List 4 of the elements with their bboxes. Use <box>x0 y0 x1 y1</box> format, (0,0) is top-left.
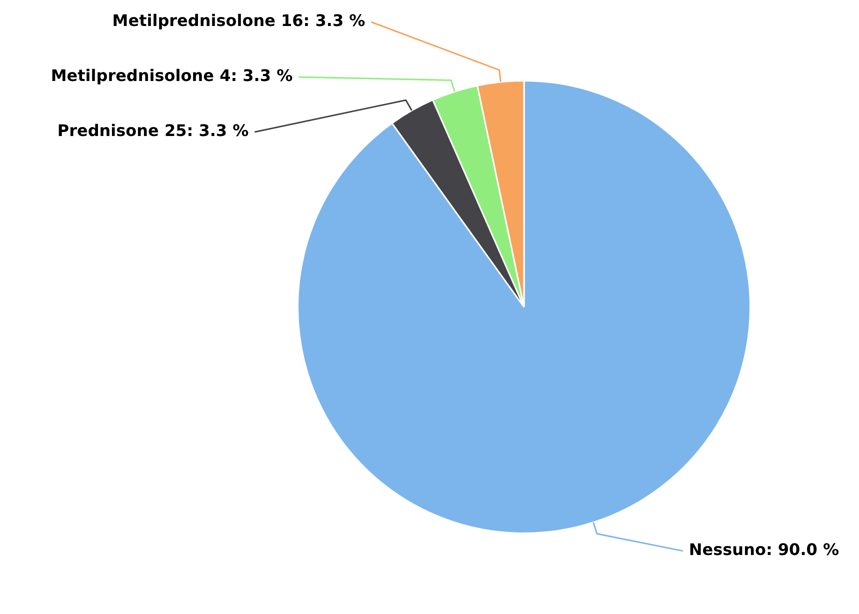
slice-label: Nessuno: 90.0 % <box>688 540 839 560</box>
slice-label: Metilprednisolone 4: 3.3 % <box>50 66 293 86</box>
slice-label: Metilprednisolone 16: 3.3 % <box>112 11 366 30</box>
slice-label: Prednisone 25: 3.3 % <box>57 121 249 140</box>
